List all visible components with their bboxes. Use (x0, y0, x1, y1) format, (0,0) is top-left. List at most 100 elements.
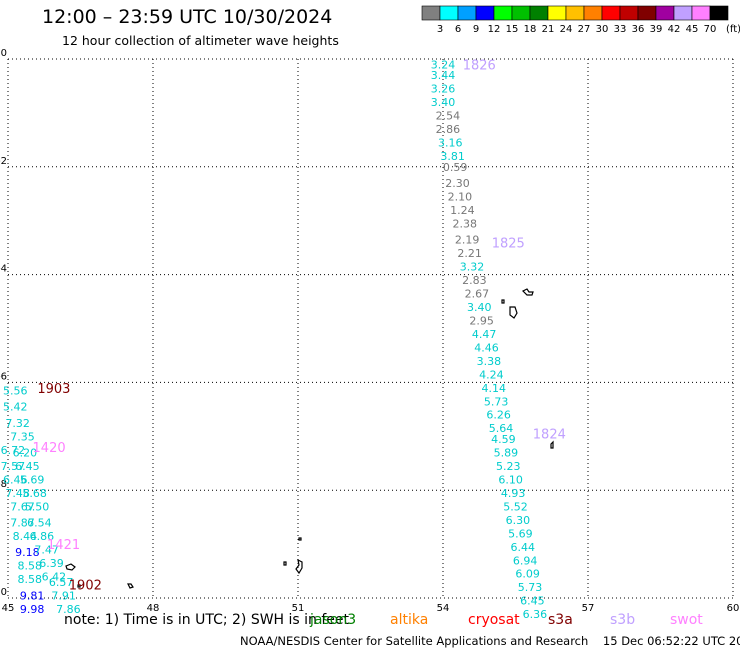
wave-height-value: 5.42 (3, 401, 28, 414)
wave-height-value: 5.68 (22, 487, 47, 500)
legend-label: 3 (437, 24, 443, 35)
wave-height-value: 7.87 (10, 517, 35, 530)
wave-height-value: 7.67 (10, 500, 35, 513)
wave-height-value: 6.46 (3, 473, 28, 486)
wave-height-value: 4.14 (482, 382, 507, 395)
island-outline (501, 299, 505, 304)
legend-swatch (493, 5, 513, 21)
legend-label: 9 (473, 24, 479, 35)
wave-height-value: 2.30 (445, 177, 470, 190)
legend-swatch (529, 5, 549, 21)
wave-height-value: 2.95 (469, 314, 494, 327)
legend-label: 24 (560, 24, 573, 35)
wave-height-labels: 3.243.443.263.402.542.863.163.810.592.30… (1, 58, 548, 621)
wave-height-value: 6.30 (506, 514, 531, 527)
wave-height-value: 0.59 (443, 161, 468, 174)
track-id-label: 1826 (463, 58, 496, 73)
wave-height-value: 5.69 (508, 527, 533, 540)
y-tick-label: -6 (0, 371, 7, 382)
map-title: 12:00 – 23:59 UTC 10/30/2024 (42, 6, 333, 28)
wave-height-value: 5.52 (503, 500, 528, 513)
wave-height-value: 5.89 (494, 446, 519, 459)
wave-height-value: 9.18 (15, 546, 40, 559)
wave-height-value: 5.50 (25, 500, 50, 513)
legend-swatch (709, 5, 729, 21)
wave-height-value: 3.38 (477, 355, 502, 368)
wave-height-value: 5.56 (3, 384, 28, 397)
legend-swatch (421, 5, 441, 21)
wave-height-value: 7.48 (5, 487, 30, 500)
wave-height-value: 7.47 (34, 543, 59, 556)
wave-height-value: 4.47 (472, 328, 497, 341)
wave-height-value: 6.45 (520, 595, 545, 608)
wave-height-value: 8.58 (18, 573, 43, 586)
legend-label: 45 (686, 24, 699, 35)
wave-height-value: 8.58 (18, 560, 43, 573)
wave-height-value: 4.93 (501, 487, 526, 500)
wave-height-value: 3.40 (467, 301, 492, 314)
satellite-name: s3a (548, 612, 573, 628)
wave-height-value: 2.38 (453, 217, 478, 230)
legend-swatch (565, 5, 585, 21)
island-outline (127, 583, 134, 589)
wave-height-value: 5.23 (496, 460, 521, 473)
track-id-label: 1902 (69, 579, 102, 594)
legend-swatch (691, 5, 711, 21)
x-tick-label: 51 (292, 603, 305, 614)
island-outline (509, 306, 518, 319)
satellite-name: altika (390, 612, 429, 628)
legend-swatch (655, 5, 675, 21)
note-text: note: 1) Time is in UTC; 2) SWH is in fe… (64, 612, 350, 628)
track-id-label: 1824 (533, 428, 566, 443)
wave-height-value: 7.57 (1, 460, 26, 473)
legend-swatch (511, 5, 531, 21)
legend-swatch (547, 5, 567, 21)
legend-swatch (457, 5, 477, 21)
legend-label: 15 (506, 24, 519, 35)
x-tick-label: 48 (147, 603, 160, 614)
wave-height-value: 9.98 (20, 603, 45, 616)
y-tick-label: -10 (0, 587, 7, 598)
wave-height-value: 6.20 (13, 446, 38, 459)
legend-label: 27 (578, 24, 591, 35)
track-id-label: 1421 (47, 538, 80, 553)
footer-credit: NOAA/NESDIS Center for Satellite Applica… (240, 634, 740, 648)
wave-height-value: 1.24 (450, 204, 475, 217)
wave-height-value: 7.32 (5, 417, 30, 430)
wave-height-value: 9.81 (20, 589, 45, 602)
island-outlines (65, 288, 554, 589)
wave-height-value: 3.40 (431, 96, 456, 109)
island-outline (65, 563, 76, 571)
wave-height-value: 6.26 (486, 409, 511, 422)
legend-label: 42 (668, 24, 681, 35)
track-id-label: 1420 (33, 441, 66, 456)
wave-height-value: 2.83 (462, 274, 487, 287)
x-tick-label: 45 (2, 603, 15, 614)
legend-label: 12 (488, 24, 501, 35)
wave-height-value: 3.44 (431, 69, 456, 82)
legend-swatch (619, 5, 639, 21)
wave-height-value: 6.72 (1, 444, 26, 457)
satellite-name: swot (670, 612, 703, 628)
wave-height-value: 6.36 (523, 608, 548, 621)
wave-height-value: 6.10 (498, 473, 523, 486)
island-outline (550, 440, 554, 449)
legend-label: 21 (542, 24, 555, 35)
legend-label: 33 (614, 24, 627, 35)
track-id-label: 1903 (37, 382, 70, 397)
wave-height-value: 3.81 (440, 150, 465, 163)
legend-label: 30 (596, 24, 609, 35)
legend-swatch (583, 5, 603, 21)
island-outline (521, 288, 534, 296)
legend-label: 70 (704, 24, 717, 35)
wave-height-value: 2.21 (457, 247, 482, 260)
wave-height-value: 6.39 (39, 557, 64, 570)
satellite-name: s3b (610, 612, 636, 628)
x-tick-label: 60 (727, 603, 740, 614)
wave-height-value: 6.94 (513, 554, 538, 567)
island-outline (298, 537, 302, 541)
legend-swatch (475, 5, 495, 21)
wave-height-value: 7.91 (51, 589, 76, 602)
wave-height-value: 7.35 (10, 430, 35, 443)
